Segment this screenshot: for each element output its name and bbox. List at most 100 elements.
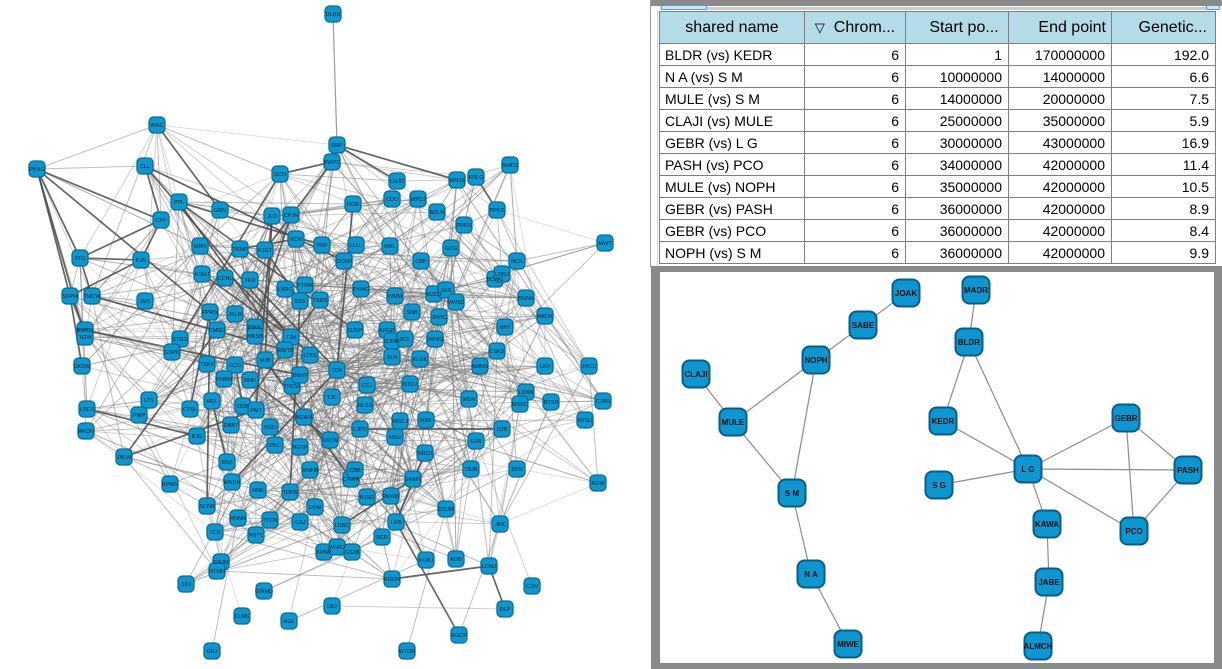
- svg-text:RKC: RKC: [269, 443, 281, 449]
- svg-text:BLDR: BLDR: [958, 338, 980, 347]
- svg-text:PBNG: PBNG: [29, 167, 45, 173]
- svg-text:ALMCH: ALMCH: [1024, 642, 1053, 651]
- svg-text:TBJB: TBJB: [464, 467, 478, 473]
- svg-text:GEBR: GEBR: [1114, 414, 1137, 423]
- svg-text:RGB: RGB: [347, 202, 359, 208]
- svg-text:RNR: RNR: [244, 378, 256, 384]
- svg-text:DDB: DDB: [237, 404, 249, 410]
- svg-text:PRRS: PRRS: [456, 223, 472, 229]
- svg-text:TSRS: TSRS: [313, 298, 328, 304]
- svg-text:KSMJ: KSMJ: [195, 272, 210, 278]
- svg-text:JMS: JMS: [140, 299, 151, 305]
- svg-text:PBP: PBP: [316, 243, 327, 249]
- svg-text:JABE: JABE: [1038, 578, 1060, 587]
- svg-text:KJGT: KJGT: [258, 248, 273, 254]
- svg-text:STGG: STGG: [172, 337, 188, 343]
- svg-text:TKD: TKD: [245, 278, 256, 284]
- svg-text:BTDJ: BTDJ: [403, 382, 417, 388]
- svg-text:PASH: PASH: [1177, 466, 1199, 475]
- svg-text:SABE: SABE: [852, 321, 875, 330]
- svg-text:WNDN: WNDN: [223, 480, 240, 486]
- svg-text:KPNP: KPNP: [317, 550, 332, 556]
- svg-text:DSGL: DSGL: [248, 325, 263, 331]
- svg-text:RNNN: RNNN: [230, 516, 246, 522]
- svg-text:NTGJ: NTGJ: [578, 418, 593, 424]
- svg-text:DCKP: DCKP: [336, 259, 352, 265]
- svg-text:NKDK: NKDK: [537, 314, 553, 320]
- svg-text:KLGK: KLGK: [413, 357, 428, 363]
- svg-text:LBRC: LBRC: [278, 287, 293, 293]
- svg-text:SLN: SLN: [387, 355, 398, 361]
- svg-text:NSG: NSG: [389, 435, 401, 441]
- svg-text:TTCN: TTCN: [263, 518, 278, 524]
- svg-text:NOPH: NOPH: [804, 356, 827, 365]
- svg-text:PMT: PMT: [250, 408, 262, 414]
- svg-text:CJBR: CJBR: [596, 399, 610, 405]
- svg-text:RGL: RGL: [283, 619, 294, 625]
- svg-text:WLW: WLW: [462, 397, 476, 403]
- svg-text:STG: STG: [74, 256, 85, 262]
- svg-text:S M: S M: [785, 489, 800, 498]
- svg-text:CRWR: CRWR: [342, 477, 359, 483]
- svg-text:RGGN: RGGN: [384, 577, 401, 583]
- svg-text:MADR: MADR: [964, 286, 988, 295]
- svg-text:DDM: DDM: [309, 505, 322, 511]
- svg-text:CTSL: CTSL: [183, 407, 197, 413]
- svg-text:MJB: MJB: [260, 358, 271, 364]
- svg-text:PWBM: PWBM: [215, 377, 233, 383]
- svg-text:GJR: GJR: [471, 439, 482, 445]
- svg-text:WNJS: WNJS: [449, 178, 465, 184]
- svg-text:NNB: NNB: [252, 488, 264, 494]
- svg-text:BSS: BSS: [294, 299, 305, 305]
- svg-text:GSPK: GSPK: [164, 350, 180, 356]
- svg-text:PCO: PCO: [1125, 527, 1142, 536]
- svg-text:LKB: LKB: [391, 520, 402, 526]
- svg-text:MRL: MRL: [384, 244, 396, 250]
- svg-text:DJB: DJB: [497, 427, 508, 433]
- svg-text:RPWN: RPWN: [162, 482, 179, 488]
- svg-text:PTWK: PTWK: [297, 283, 313, 289]
- svg-text:SCNB: SCNB: [199, 504, 215, 510]
- svg-text:WMCD: WMCD: [501, 163, 519, 169]
- svg-text:DNTN: DNTN: [322, 438, 337, 444]
- svg-text:N A: N A: [804, 570, 818, 579]
- svg-text:KRLG: KRLG: [469, 175, 484, 181]
- svg-text:LJPD: LJPD: [353, 427, 366, 433]
- svg-text:GNMG: GNMG: [404, 477, 421, 483]
- svg-text:LBJ: LBJ: [327, 604, 337, 610]
- svg-text:KGW: KGW: [591, 481, 605, 487]
- svg-text:LTKS: LTKS: [303, 353, 317, 359]
- svg-text:LLLL: LLLL: [350, 243, 362, 249]
- svg-text:SCL: SCL: [400, 337, 411, 343]
- svg-text:GCG: GCG: [445, 246, 458, 252]
- svg-text:RGCP: RGCP: [451, 633, 467, 639]
- svg-text:RLSS: RLSS: [358, 403, 373, 409]
- svg-text:CLAJI: CLAJI: [684, 370, 707, 379]
- svg-text:GBN: GBN: [214, 208, 226, 214]
- svg-text:DDJM: DDJM: [438, 507, 454, 513]
- svg-text:DJDM: DJDM: [384, 339, 400, 345]
- svg-text:DLP: DLP: [500, 607, 511, 613]
- svg-text:WNC: WNC: [150, 123, 163, 129]
- svg-text:CBB: CBB: [349, 468, 361, 474]
- svg-text:GWMD: GWMD: [255, 589, 273, 595]
- svg-text:WTDR: WTDR: [399, 649, 416, 655]
- svg-text:BWPC: BWPC: [324, 160, 341, 166]
- svg-text:GSJM: GSJM: [213, 560, 229, 566]
- svg-text:BCWG: BCWG: [486, 277, 503, 283]
- svg-text:NRDJ: NRDJ: [418, 451, 433, 457]
- svg-text:MIWE: MIWE: [837, 640, 859, 649]
- svg-text:GGJ: GGJ: [294, 520, 306, 526]
- svg-text:RKDN: RKDN: [78, 429, 94, 435]
- svg-text:MWSD: MWSD: [447, 300, 464, 306]
- svg-text:LSCS: LSCS: [80, 407, 95, 413]
- svg-text:BWW: BWW: [293, 373, 308, 379]
- svg-text:MDL: MDL: [206, 399, 218, 405]
- svg-text:SNJ: SNJ: [181, 582, 192, 588]
- svg-text:BCR: BCR: [376, 535, 388, 541]
- svg-text:JNCC: JNCC: [582, 364, 597, 370]
- svg-text:KGBJ: KGBJ: [419, 558, 434, 564]
- svg-text:KRGP: KRGP: [379, 328, 395, 334]
- svg-text:KEDR: KEDR: [932, 417, 955, 426]
- svg-text:MJCD: MJCD: [426, 292, 441, 298]
